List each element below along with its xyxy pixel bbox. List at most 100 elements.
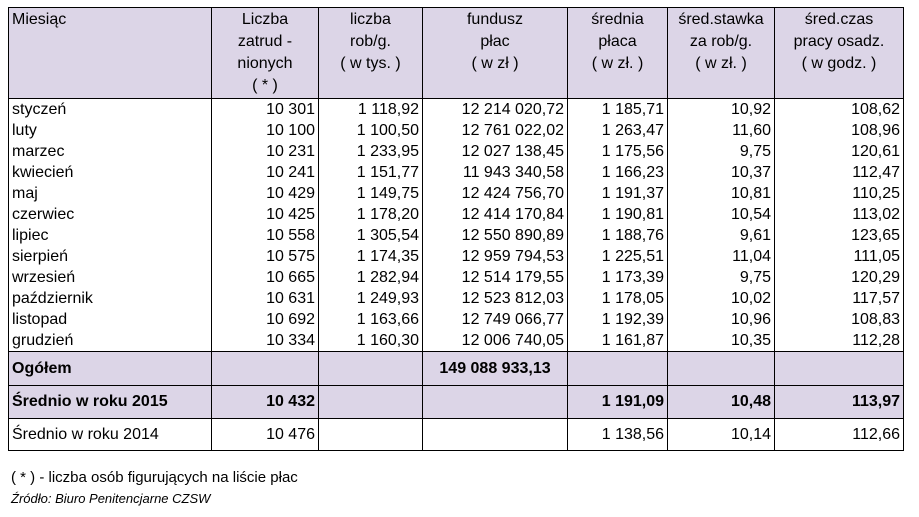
cell-stawka: 10,35	[667, 330, 775, 352]
avg-2014-empty-1	[318, 418, 423, 451]
cell-placa: 1 173,39	[567, 267, 668, 288]
cell-placa: 1 178,05	[567, 288, 668, 309]
cell-czas: 108,83	[774, 309, 904, 330]
cell-zatrud: 10 334	[211, 330, 319, 352]
cell-stawka: 9,75	[667, 141, 775, 162]
total-empty-1	[211, 351, 319, 386]
month-name: marzec	[8, 141, 212, 162]
avg-2014-label: Średnio w roku 2014	[8, 418, 212, 451]
cell-fundusz: 12 424 756,70	[422, 183, 568, 204]
cell-czas: 113,02	[774, 204, 904, 225]
cell-czas: 117,57	[774, 288, 904, 309]
source-note: Źródło: Biuro Penitencjarne CZSW	[11, 491, 211, 506]
cell-czas: 123,65	[774, 225, 904, 246]
cell-fundusz: 12 027 138,45	[422, 141, 568, 162]
cell-czas: 120,61	[774, 141, 904, 162]
cell-placa: 1 191,37	[567, 183, 668, 204]
table-row: wrzesień 10 665 1 282,94 12 514 179,55 1 173…	[8, 267, 904, 288]
cell-czas: 110,25	[774, 183, 904, 204]
month-name: grudzień	[8, 330, 212, 352]
total-label: Ogółem	[8, 351, 212, 386]
cell-czas: 120,29	[774, 267, 904, 288]
avg-2015-employed: 10 432	[211, 385, 319, 419]
month-name: luty	[8, 120, 212, 141]
total-empty-2	[318, 351, 423, 386]
table-row: sierpień 10 575 1 174,35 12 959 794,53 1 225…	[8, 246, 904, 267]
header-month: Miesiąc	[8, 7, 212, 99]
cell-czas: 111,05	[774, 246, 904, 267]
month-name: styczeń	[8, 98, 212, 120]
month-name: kwiecień	[8, 162, 212, 183]
cell-fundusz: 12 414 170,84	[422, 204, 568, 225]
cell-zatrud: 10 425	[211, 204, 319, 225]
cell-fundusz: 12 761 022,02	[422, 120, 568, 141]
cell-placa: 1 185,71	[567, 98, 668, 120]
cell-placa: 1 225,51	[567, 246, 668, 267]
cell-stawka: 10,54	[667, 204, 775, 225]
cell-zatrud: 10 558	[211, 225, 319, 246]
header-avg-wage: średnia płaca( w zł. )	[567, 7, 668, 99]
cell-czas: 112,28	[774, 330, 904, 352]
cell-rob: 1 305,54	[318, 225, 423, 246]
header-row: Miesiąc Liczba zatrud - nionych( * ) liczb…	[8, 7, 904, 99]
footnote: ( * ) - liczba osób figurujących na liśc…	[11, 469, 298, 486]
table-row: styczeń 10 301 1 118,92 12 214 020,72 1 185,…	[8, 98, 904, 120]
cell-stawka: 10,02	[667, 288, 775, 309]
cell-rob: 1 174,35	[318, 246, 423, 267]
month-name: listopad	[8, 309, 212, 330]
cell-rob: 1 282,94	[318, 267, 423, 288]
month-name: czerwiec	[8, 204, 212, 225]
avg-2015-row: Średnio w roku 2015 10 432 1 191,09 10,4…	[8, 385, 904, 419]
cell-zatrud: 10 631	[211, 288, 319, 309]
avg-2014-wage: 1 138,56	[567, 418, 668, 451]
total-empty-5	[774, 351, 904, 386]
cell-stawka: 9,61	[667, 225, 775, 246]
cell-stawka: 11,04	[667, 246, 775, 267]
table-row: maj 10 429 1 149,75 12 424 756,70 1 191,37 10…	[8, 183, 904, 204]
table-row: czerwiec 10 425 1 178,20 12 414 170,84 1 190…	[8, 204, 904, 225]
cell-fundusz: 12 523 812,03	[422, 288, 568, 309]
cell-rob: 1 151,77	[318, 162, 423, 183]
cell-fundusz: 12 550 890,89	[422, 225, 568, 246]
table-row: marzec 10 231 1 233,95 12 027 138,45 1 175,5…	[8, 141, 904, 162]
cell-czas: 112,47	[774, 162, 904, 183]
month-name: lipiec	[8, 225, 212, 246]
avg-2015-label: Średnio w roku 2015	[8, 385, 212, 419]
avg-2014-employed: 10 476	[211, 418, 319, 451]
cell-zatrud: 10 231	[211, 141, 319, 162]
cell-rob: 1 163,66	[318, 309, 423, 330]
avg-2015-rate: 10,48	[667, 385, 775, 419]
cell-placa: 1 175,56	[567, 141, 668, 162]
cell-fundusz: 12 514 179,55	[422, 267, 568, 288]
table-row: luty 10 100 1 100,50 12 761 022,02 1 263,47 1…	[8, 120, 904, 141]
month-name: wrzesień	[8, 267, 212, 288]
cell-czas: 108,96	[774, 120, 904, 141]
cell-placa: 1 263,47	[567, 120, 668, 141]
month-name: sierpień	[8, 246, 212, 267]
header-work-hours: liczba rob/g.( w tys. )	[318, 7, 423, 99]
cell-fundusz: 12 749 066,77	[422, 309, 568, 330]
cell-stawka: 9,75	[667, 267, 775, 288]
header-employed: Liczba zatrud - nionych( * )	[211, 7, 319, 99]
cell-zatrud: 10 241	[211, 162, 319, 183]
avg-2014-time: 112,66	[774, 418, 904, 451]
cell-rob: 1 178,20	[318, 204, 423, 225]
cell-zatrud: 10 301	[211, 98, 319, 120]
cell-rob: 1 149,75	[318, 183, 423, 204]
cell-rob: 1 233,95	[318, 141, 423, 162]
cell-fundusz: 12 959 794,53	[422, 246, 568, 267]
table-row: lipiec 10 558 1 305,54 12 550 890,89 1 188,7…	[8, 225, 904, 246]
avg-2015-empty-1	[318, 385, 423, 419]
cell-zatrud: 10 429	[211, 183, 319, 204]
cell-rob: 1 249,93	[318, 288, 423, 309]
cell-placa: 1 161,87	[567, 330, 668, 352]
cell-rob: 1 100,50	[318, 120, 423, 141]
cell-stawka: 10,92	[667, 98, 775, 120]
month-rows: styczeń 10 301 1 118,92 12 214 020,72 1 185,…	[8, 98, 904, 352]
total-fund: 149 088 933,13	[422, 351, 568, 386]
cell-fundusz: 11 943 340,58	[422, 162, 568, 183]
cell-rob: 1 160,30	[318, 330, 423, 352]
cell-zatrud: 10 575	[211, 246, 319, 267]
avg-2014-row: Średnio w roku 2014 10 476 1 138,56 10,1…	[8, 418, 904, 451]
total-row: Ogółem 149 088 933,13	[8, 351, 904, 386]
